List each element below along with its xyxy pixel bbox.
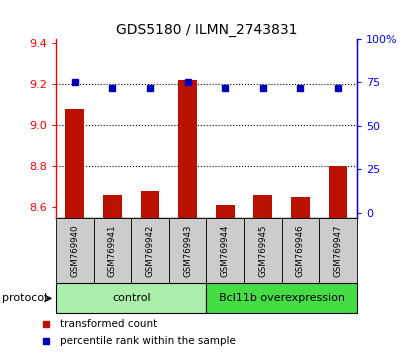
Text: GSM769947: GSM769947 — [334, 224, 343, 277]
Bar — [329, 166, 347, 218]
Bar — [291, 197, 310, 218]
Text: transformed count: transformed count — [60, 319, 157, 329]
Bar — [254, 195, 272, 218]
Text: GSM769945: GSM769945 — [259, 224, 267, 277]
Bar — [66, 109, 84, 218]
Bar — [206, 218, 244, 283]
Text: GSM769943: GSM769943 — [183, 224, 192, 277]
Text: control: control — [112, 293, 151, 303]
Bar — [56, 283, 206, 313]
Text: GSM769944: GSM769944 — [221, 224, 230, 277]
Text: GSM769946: GSM769946 — [296, 224, 305, 277]
Bar — [206, 283, 357, 313]
Title: GDS5180 / ILMN_2743831: GDS5180 / ILMN_2743831 — [116, 23, 297, 36]
Text: Bcl11b overexpression: Bcl11b overexpression — [219, 293, 345, 303]
Bar — [94, 218, 131, 283]
Bar — [103, 195, 122, 218]
Bar — [169, 218, 206, 283]
Bar — [141, 191, 159, 218]
Bar — [282, 218, 319, 283]
Bar — [319, 218, 357, 283]
Bar — [178, 80, 197, 218]
Bar — [244, 218, 282, 283]
Bar — [56, 218, 94, 283]
Text: GSM769940: GSM769940 — [70, 224, 79, 277]
Bar — [216, 205, 234, 218]
Text: GSM769941: GSM769941 — [108, 224, 117, 277]
Text: percentile rank within the sample: percentile rank within the sample — [60, 336, 236, 346]
Bar — [131, 218, 169, 283]
Text: GSM769942: GSM769942 — [146, 224, 154, 277]
Text: protocol: protocol — [2, 293, 47, 303]
